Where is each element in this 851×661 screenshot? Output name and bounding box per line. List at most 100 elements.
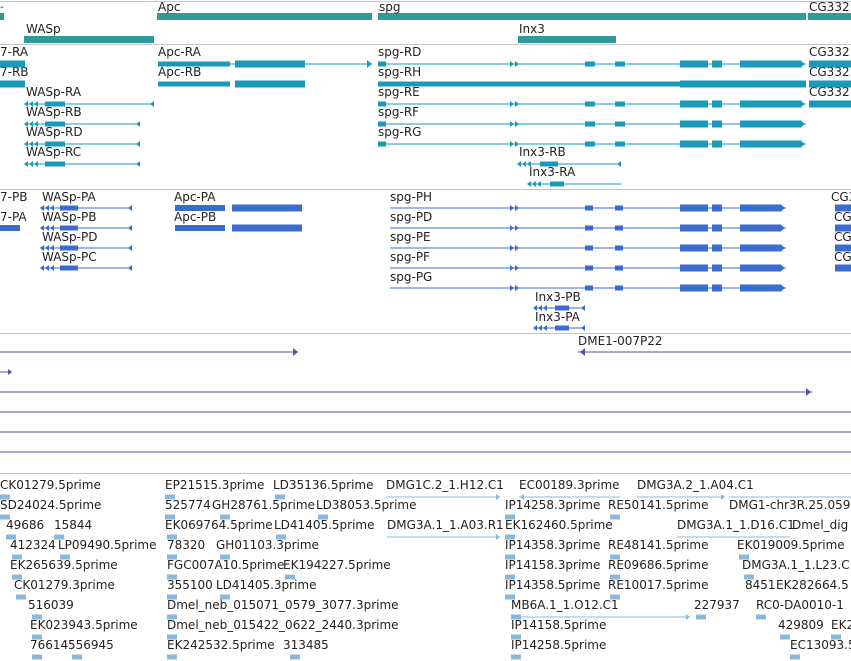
transcript-label: spg-RD [378,45,422,59]
est-mark [780,634,790,640]
protein-exon [740,244,780,252]
protein-arrow [128,225,132,231]
protein-exon [712,204,722,212]
est-label: DMG1C.2_1.H12.C1 [386,478,504,492]
est-mark [505,554,515,560]
transcript-exon [615,121,625,127]
est-mark [511,654,521,660]
transcript-exon [680,100,708,108]
transcript-label: spg-RH [378,65,422,79]
exon-arrow [34,141,38,147]
transcript-exon [712,120,722,128]
gene-wasp[interactable] [24,36,154,43]
est-label: GH01103.3prime [216,538,319,552]
protein-label: 7-PA [0,210,27,224]
protein-exon [712,284,722,292]
exon-arrow [527,181,531,187]
gene-left-cut[interactable] [0,13,4,20]
est-mark [220,594,230,600]
exon-arrow [537,181,541,187]
exon-arrow [522,161,526,167]
est-mark [610,554,620,560]
gene-apc[interactable] [157,13,372,20]
est-mark [167,594,177,600]
exon-arrow [40,205,44,211]
transcript-label: 7-RB [0,65,29,79]
protein-exon [615,265,623,271]
est-label: DMG3A.1_1.D16.C1 [677,518,795,532]
est-label: 76614 [30,638,69,652]
protein-arrow [581,325,585,331]
protein-label: WASp-PB [42,210,97,224]
protein-label: spg-PF [390,250,430,264]
exon-arrow [40,265,44,271]
est-label: IP14258.5prime [511,638,607,652]
protein-exon [585,205,593,211]
est-label: EK162460.5prime [505,518,613,532]
transcript-label: CG332 [809,85,850,99]
gene-label: - [0,2,4,13]
exon-arrow [515,225,519,231]
transcript-label: WASp-RA [26,85,82,99]
est-label: EC00189.3prime [519,478,620,492]
exon-arrow [515,285,519,291]
transcript-label: WASp-RB [26,105,82,119]
transcript-exon [809,80,851,88]
exon-arrow [510,265,514,271]
est-mark [505,574,515,580]
est-arrow [686,614,690,620]
protein-exon [680,244,708,252]
est-label: 525774 [165,498,211,512]
exon-arrow [515,61,519,67]
est-label: 556945 [68,638,114,652]
protein-exon [835,264,851,272]
exon-arrow [50,265,54,271]
transcript-exon [0,60,25,68]
exon-arrow [50,225,54,231]
protein-exon [835,204,851,212]
transcript-label: Inx3-RA [529,165,576,179]
transcript-exon [615,61,625,67]
exon-arrow [543,325,547,331]
transcript-exon [615,141,625,147]
exon-arrow [533,325,537,331]
exon-arrow [510,205,514,211]
protein-exon [232,204,302,212]
protein-arrow [128,205,132,211]
gene-cg332[interactable] [808,13,851,20]
est-label: CK01279.5prime [0,478,101,492]
transcript-arrow [136,141,140,147]
transcript-exon [585,141,595,147]
protein-exon [680,284,708,292]
est-label: DMG1-chr3R.25.059 [729,498,851,512]
protein-arrow [780,204,785,212]
protein-exon [740,204,780,212]
exon-arrow [24,141,28,147]
transcript-label: 7-RA [0,45,29,59]
gene-inx3[interactable] [518,36,616,43]
transcript-exon [585,121,595,127]
protein-exon [60,225,78,231]
est-label: LD41405.3prime [216,578,317,592]
protein-exon [615,285,623,291]
transcript-exon [0,80,25,88]
protein-exon [740,284,780,292]
exon-arrow [29,141,33,147]
track-separator [0,473,851,474]
alignment-arrow [293,348,298,356]
transcript-arrow [367,60,372,68]
gene-spg[interactable] [378,13,806,20]
est-mark [0,514,10,520]
protein-exon [60,205,78,211]
exon-arrow [50,245,54,251]
est-mark [285,574,295,580]
track-separator [0,44,851,45]
protein-exon [60,265,78,271]
transcript-arrow [800,120,805,128]
protein-label: 7-PB [0,190,28,204]
est-mark [54,534,64,540]
protein-label: Inx3-PB [535,290,581,304]
transcript-arrow [617,161,621,167]
